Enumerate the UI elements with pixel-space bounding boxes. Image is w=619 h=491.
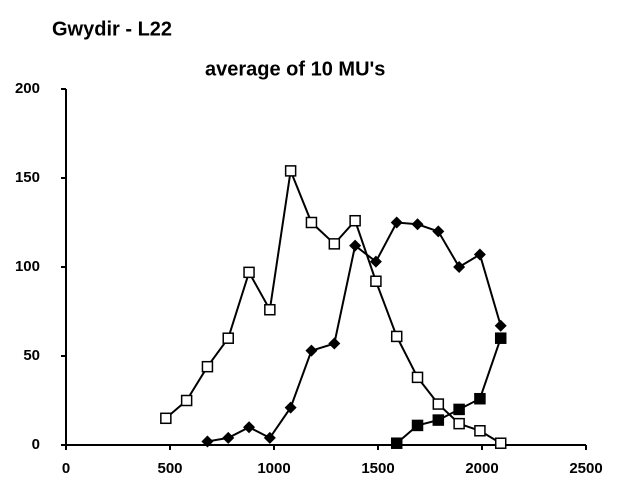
square-marker	[390, 437, 403, 449]
square-marker	[453, 403, 465, 416]
square-marker	[432, 414, 445, 426]
open-square-marker	[370, 275, 382, 287]
series-line	[165, 167, 502, 445]
diamond-marker	[473, 248, 486, 261]
open-square-marker	[264, 303, 276, 316]
x-tick-label: 500	[157, 460, 182, 477]
open-square-marker	[305, 216, 318, 229]
open-square-marker	[180, 394, 193, 407]
open-square-marker	[494, 437, 507, 449]
diamond-marker	[222, 431, 235, 444]
y-tick-label: 200	[15, 80, 40, 97]
open-square-marker	[390, 330, 403, 343]
diamond-marker	[390, 216, 403, 229]
y-tick-label: 150	[15, 169, 40, 186]
x-tick-label: 2000	[465, 460, 498, 477]
diamond-marker	[263, 431, 276, 444]
x-tick-label: 1000	[257, 460, 290, 477]
diamond-marker	[305, 344, 318, 357]
open-square-marker	[222, 332, 234, 344]
square-marker	[474, 392, 486, 405]
diamond-marker	[284, 401, 297, 414]
diamond-marker	[369, 255, 382, 268]
open-square-marker	[432, 398, 445, 410]
diamond-marker	[453, 261, 466, 273]
diamond-marker	[494, 319, 507, 332]
x-tick-label: 0	[62, 460, 70, 477]
open-square-marker	[328, 238, 341, 250]
y-tick-label: 0	[32, 436, 40, 453]
open-square-marker	[284, 165, 297, 177]
y-tick-label: 50	[23, 347, 40, 364]
diamond-marker	[328, 337, 341, 350]
diamond-marker	[349, 239, 362, 252]
diamond-marker	[243, 421, 256, 434]
open-square-marker	[453, 417, 465, 430]
square-marker	[494, 332, 507, 344]
y-tick-label: 100	[15, 258, 40, 275]
square-marker	[411, 419, 424, 432]
diamond-marker	[201, 435, 214, 448]
chart-subtitle: average of 10 MU's	[205, 58, 385, 80]
diamond-marker	[432, 225, 445, 238]
open-square-marker	[411, 371, 424, 384]
chart-title: Gwydir - L22	[52, 18, 172, 40]
open-square-marker	[243, 266, 255, 279]
open-square-marker	[349, 214, 361, 227]
open-square-marker	[474, 425, 486, 437]
open-square-marker	[160, 412, 172, 425]
x-tick-label: 2500	[569, 460, 602, 477]
open-square-marker	[201, 360, 214, 373]
x-tick-label: 1500	[361, 460, 394, 477]
diamond-marker	[411, 218, 424, 231]
